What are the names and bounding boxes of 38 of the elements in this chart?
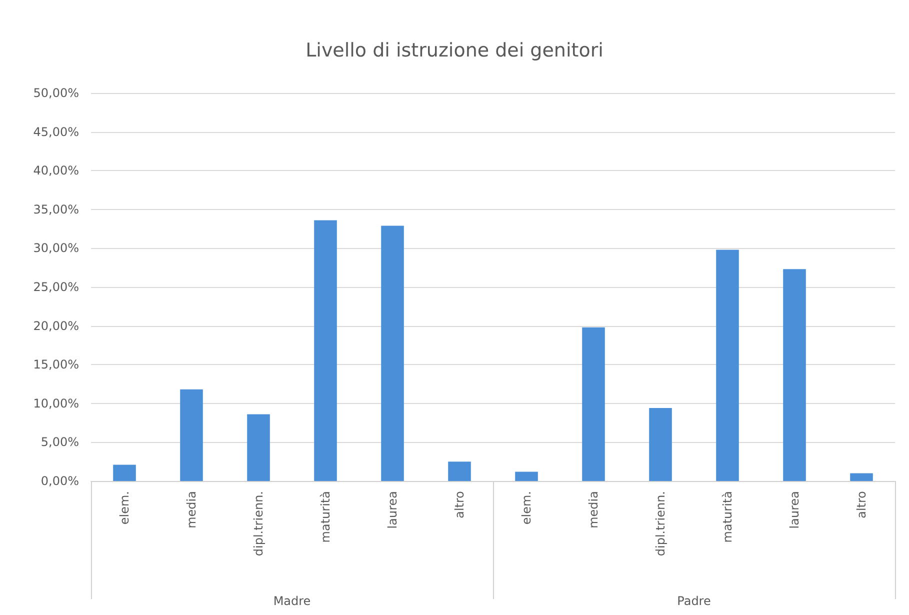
y-tick-label: 35,00% xyxy=(33,202,79,216)
x-tick-label: maturità xyxy=(318,491,332,543)
x-tick-label: dipl.trienn. xyxy=(654,491,668,556)
bar xyxy=(448,462,471,481)
x-tick-label: maturità xyxy=(720,491,734,543)
bar xyxy=(515,472,538,481)
bar xyxy=(381,226,404,481)
bar xyxy=(582,327,605,481)
y-tick-label: 5,00% xyxy=(40,435,79,450)
y-tick-label: 45,00% xyxy=(33,124,79,139)
chart-title: Livello di istruzione dei genitori xyxy=(306,40,604,62)
y-tick-label: 10,00% xyxy=(33,396,79,410)
x-tick-label: laurea xyxy=(788,491,802,529)
text: Madre xyxy=(273,594,311,608)
x-tick-label: altro xyxy=(854,491,868,518)
y-tick-label: 15,00% xyxy=(33,358,79,372)
x-tick-label: dipl.trienn. xyxy=(252,491,266,556)
bar xyxy=(716,250,739,481)
bar xyxy=(180,389,203,481)
y-tick-label: 20,00% xyxy=(33,318,79,333)
text: Padre xyxy=(677,594,711,608)
bar xyxy=(783,269,806,481)
y-tick-label: 50,00% xyxy=(33,86,79,100)
x-tick-label: elem. xyxy=(520,491,534,525)
y-tick-label: 25,00% xyxy=(33,280,79,294)
bar xyxy=(649,408,672,481)
bar xyxy=(113,464,136,481)
x-tick-label: laurea xyxy=(386,491,400,529)
y-tick-label: 0,00% xyxy=(40,474,79,488)
y-tick-label: 30,00% xyxy=(33,241,79,256)
bar xyxy=(850,473,873,481)
x-tick-label: altro xyxy=(452,491,466,518)
bar xyxy=(314,220,337,481)
x-tick-label: elem. xyxy=(118,491,132,525)
y-tick-label: 40,00% xyxy=(33,164,79,178)
bar xyxy=(247,414,270,481)
x-tick-label: media xyxy=(184,491,198,528)
x-tick-label: media xyxy=(586,491,600,528)
